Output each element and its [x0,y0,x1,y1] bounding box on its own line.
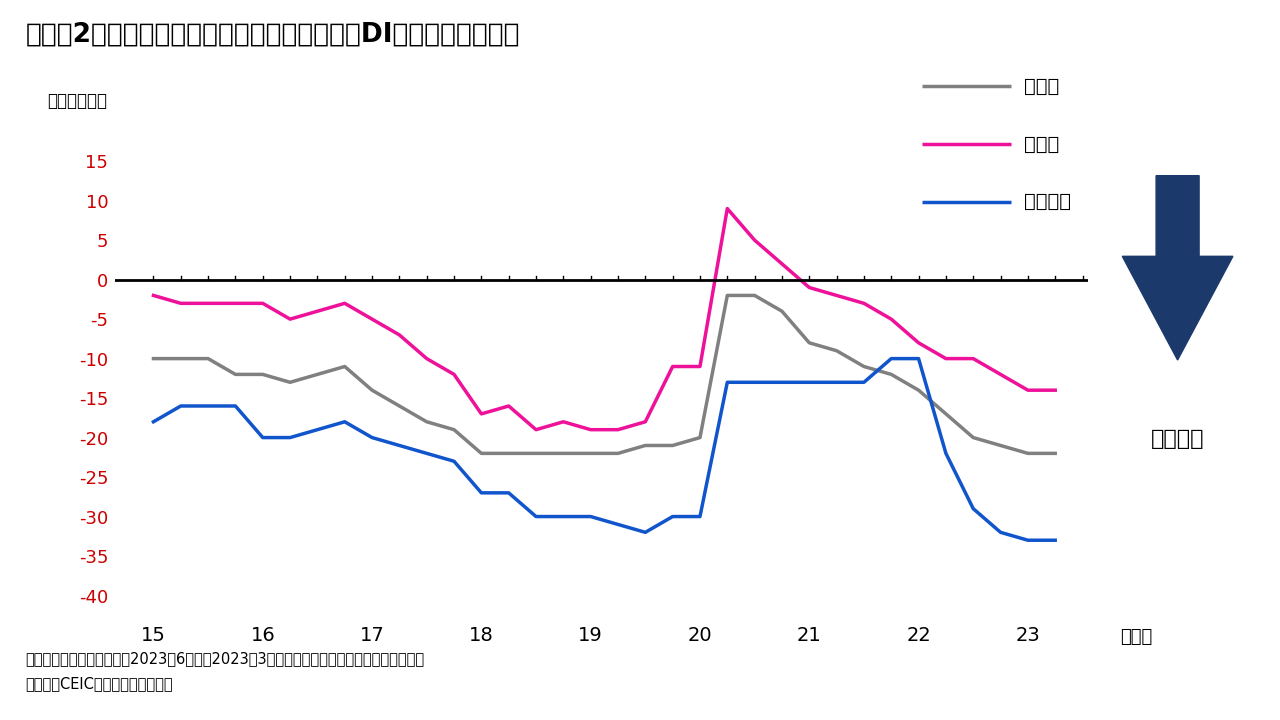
Text: （図表2）日本：日銀短観による雇用人員判断DI（大企業ベース）: （図表2）日本：日銀短観による雇用人員判断DI（大企業ベース） [26,22,520,48]
FancyArrow shape [1123,176,1233,360]
Text: （ポイント）: （ポイント） [47,92,108,110]
Text: （注）四半期ごとの計数。2023年6月分は2023年3月における業況判断（先行き）の計数。: （注）四半期ごとの計数。2023年6月分は2023年3月における業況判断（先行き… [26,651,425,666]
Text: 全産業: 全産業 [1024,77,1060,96]
Text: （年）: （年） [1120,628,1152,647]
Text: 製造業: 製造業 [1024,135,1060,153]
Text: 人手不足: 人手不足 [1151,429,1204,449]
Text: （出所）CEICよりインベスコ作成: （出所）CEICよりインベスコ作成 [26,676,173,691]
Text: 非製造業: 非製造業 [1024,192,1071,211]
